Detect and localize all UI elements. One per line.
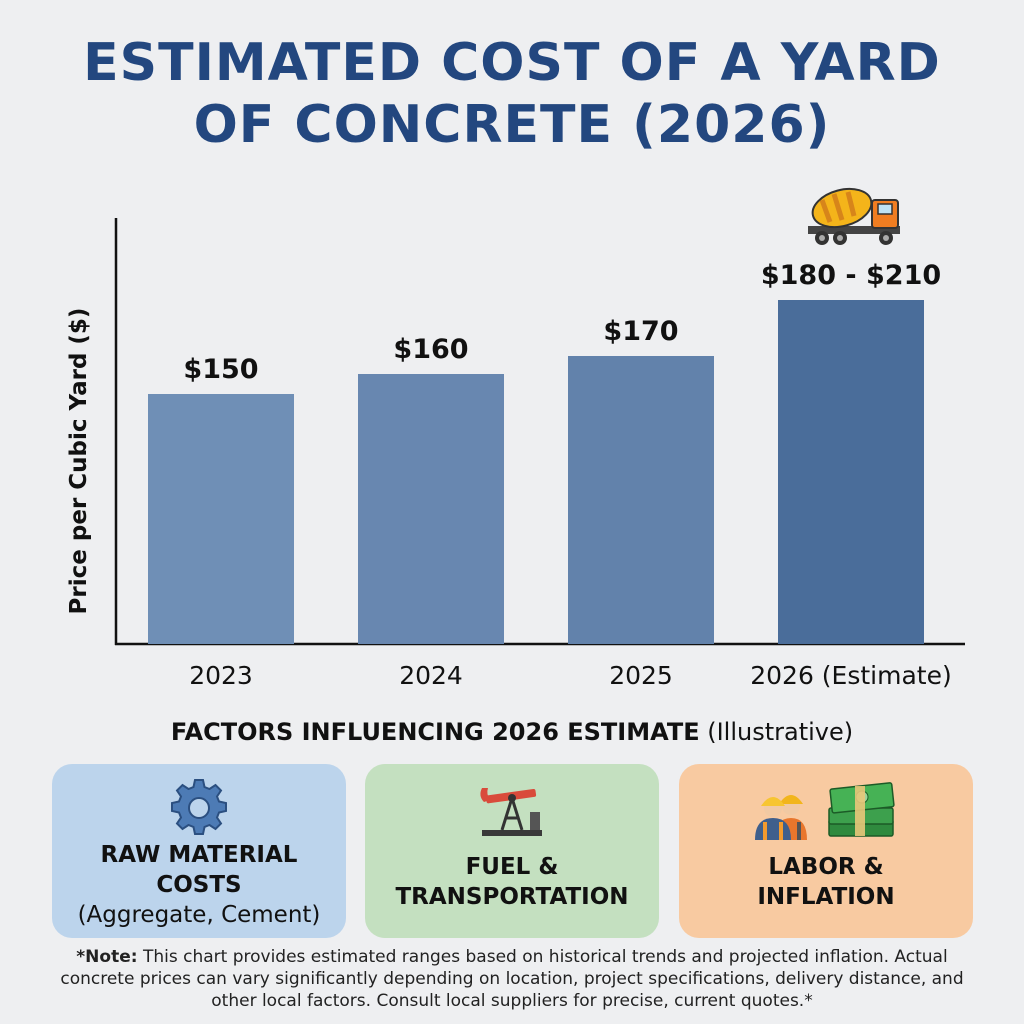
oil-pump-icon bbox=[365, 776, 659, 840]
labor-line-2: INFLATION bbox=[757, 884, 895, 910]
bar-2026 bbox=[778, 300, 924, 644]
x-tick-label-2026: 2026 (Estimate) bbox=[750, 661, 952, 690]
bar-value-label-2026: $180 - $210 bbox=[761, 260, 941, 291]
factors-heading: FACTORS INFLUENCING 2026 ESTIMATE (Illus… bbox=[0, 718, 1024, 746]
fuel-line-2: TRANSPORTATION bbox=[395, 884, 629, 910]
footnote-bold: *Note: bbox=[76, 947, 138, 967]
bar-value-label-2023: $150 bbox=[183, 354, 258, 385]
title-line-2: OF CONCRETE (2026) bbox=[193, 95, 831, 155]
factor-card-fuel: FUEL & TRANSPORTATION bbox=[365, 764, 659, 938]
raw-material-line-2: COSTS bbox=[156, 872, 242, 898]
workers-money-icon bbox=[679, 776, 973, 840]
labor-line-1: LABOR & bbox=[768, 854, 884, 880]
x-tick-label-2025: 2025 bbox=[609, 661, 673, 690]
factors-heading-normal: (Illustrative) bbox=[707, 718, 854, 746]
bar-2023 bbox=[148, 394, 294, 644]
fuel-label: FUEL & TRANSPORTATION bbox=[365, 852, 659, 912]
raw-material-line-1: RAW MATERIAL bbox=[100, 842, 298, 868]
gear-icon bbox=[52, 776, 346, 840]
footnote-text: This chart provides estimated ranges bas… bbox=[60, 947, 964, 1011]
bar-value-label-2024: $160 bbox=[393, 334, 468, 365]
labor-label: LABOR & INFLATION bbox=[679, 852, 973, 912]
factors-heading-bold: FACTORS INFLUENCING 2026 ESTIMATE bbox=[170, 718, 700, 746]
bar-2024 bbox=[358, 374, 504, 644]
title-line-1: ESTIMATED COST OF A YARD bbox=[83, 33, 941, 93]
concrete-mixer-truck-icon bbox=[808, 187, 900, 245]
raw-material-sub: (Aggregate, Cement) bbox=[77, 902, 321, 928]
y-axis-label: Price per Cubic Yard ($) bbox=[66, 308, 92, 615]
bar-2025 bbox=[568, 356, 714, 644]
factor-card-raw-material: RAW MATERIAL COSTS (Aggregate, Cement) bbox=[52, 764, 346, 938]
factor-card-labor: LABOR & INFLATION bbox=[679, 764, 973, 938]
raw-material-label: RAW MATERIAL COSTS (Aggregate, Cement) bbox=[52, 840, 346, 930]
x-tick-label-2024: 2024 bbox=[399, 661, 463, 690]
bar-chart: Price per Cubic Yard ($) $150 2023 $160 2024… bbox=[66, 187, 965, 690]
bar-value-label-2025: $170 bbox=[603, 316, 678, 347]
chart-title: ESTIMATED COST OF A YARD OF CONCRETE (20… bbox=[0, 32, 1024, 156]
footnote: *Note: This chart provides estimated ran… bbox=[40, 946, 984, 1012]
fuel-line-1: FUEL & bbox=[465, 854, 559, 880]
x-tick-label-2023: 2023 bbox=[189, 661, 253, 690]
